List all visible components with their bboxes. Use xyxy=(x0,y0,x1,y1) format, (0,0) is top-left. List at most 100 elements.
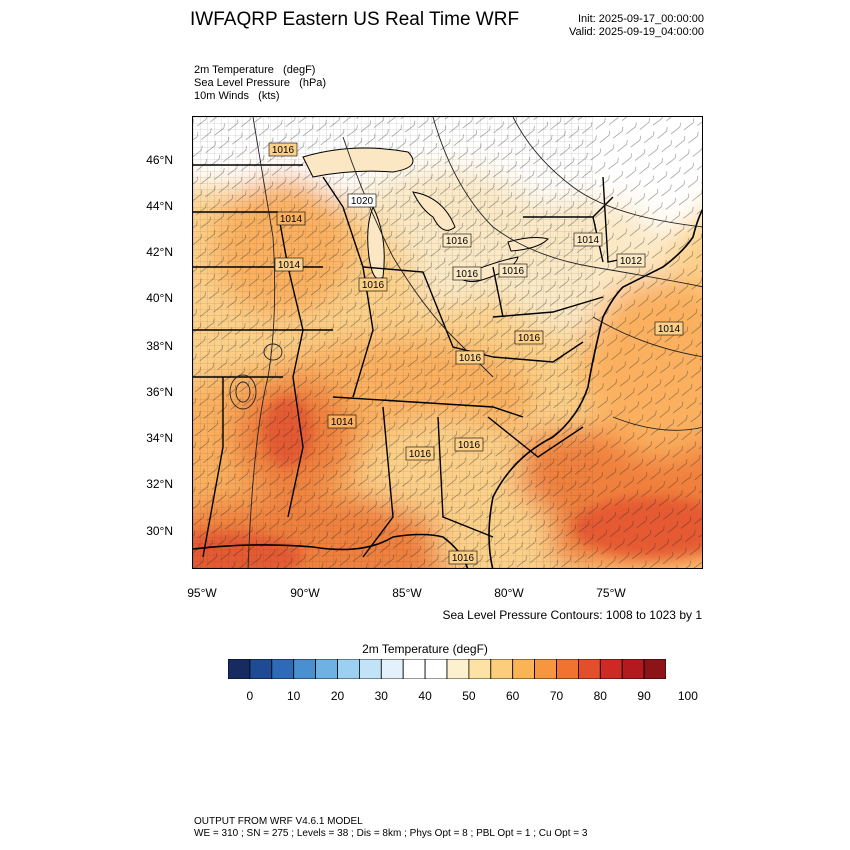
field-winds: 10m Winds (kts) xyxy=(194,90,280,102)
svg-text:1016: 1016 xyxy=(502,266,525,277)
model-version: OUTPUT FROM WRF V4.6.1 MODEL xyxy=(194,816,363,827)
colorbar-swatch xyxy=(621,659,645,679)
colorbar-tick-label: 60 xyxy=(506,689,520,703)
pressure-label: 1020 xyxy=(347,193,377,208)
lon-label: 85°W xyxy=(392,586,422,600)
colorbar-tick-label: 100 xyxy=(677,689,698,703)
pressure-label: 1014 xyxy=(327,414,357,429)
colorbar-tick-label: 10 xyxy=(287,689,301,703)
colorbar-swatch xyxy=(446,659,470,679)
coastline xyxy=(193,208,702,568)
pressure-label: 1014 xyxy=(654,321,684,336)
colorbar-swatch xyxy=(577,659,601,679)
colorbar-swatch xyxy=(556,659,579,679)
field-list: 2m Temperature (degF) Sea Level Pressure … xyxy=(194,64,326,103)
lon-label: 95°W xyxy=(187,586,217,600)
pressure-label: 1014 xyxy=(573,232,603,247)
svg-text:1016: 1016 xyxy=(458,440,481,451)
pressure-label: 1016 xyxy=(454,437,484,452)
colorbar-swatch xyxy=(271,659,295,679)
pressure-label: 1014 xyxy=(276,211,306,226)
svg-text:1016: 1016 xyxy=(518,333,541,344)
colorbar-swatch xyxy=(358,659,382,679)
lat-label: 32°N xyxy=(146,477,173,491)
lat-label: 38°N xyxy=(146,339,173,353)
lat-label: 30°N xyxy=(146,524,173,538)
pressure-label: 1016 xyxy=(405,446,435,461)
pressure-contour-note: Sea Level Pressure Contours: 1008 to 102… xyxy=(442,608,703,622)
pressure-label: 1014 xyxy=(274,257,304,272)
colorbar-swatch xyxy=(534,659,557,679)
colorbar-swatch xyxy=(643,659,666,679)
svg-text:1014: 1014 xyxy=(280,214,303,225)
lon-label: 80°W xyxy=(494,586,524,600)
wind-barbs xyxy=(193,117,702,568)
lon-label: 90°W xyxy=(290,586,320,600)
chart-title: IWFAQRP Eastern US Real Time WRF xyxy=(190,9,520,30)
pressure-label: 1016 xyxy=(268,142,298,157)
svg-text:1016: 1016 xyxy=(446,236,469,247)
colorbar-tick-label: 30 xyxy=(374,689,388,703)
svg-text:1012: 1012 xyxy=(620,256,643,267)
pressure-label: 1016 xyxy=(448,550,478,565)
colorbar-swatch xyxy=(490,659,514,679)
svg-text:1016: 1016 xyxy=(362,280,385,291)
svg-text:1014: 1014 xyxy=(278,260,301,271)
pressure-label: 1016 xyxy=(514,330,544,345)
colorbar-tick-label: 0 xyxy=(246,689,254,703)
colorbar-tick-label: 40 xyxy=(418,689,432,703)
svg-text:1014: 1014 xyxy=(331,417,354,428)
great-lakes xyxy=(302,147,549,283)
pressure-label: 1016 xyxy=(358,277,388,292)
svg-text:1016: 1016 xyxy=(459,353,482,364)
svg-text:1014: 1014 xyxy=(658,324,681,335)
valid-time: Valid: 2025-09-19_04:00:00 xyxy=(569,26,704,38)
field-pressure: Sea Level Pressure (hPa) xyxy=(194,77,327,89)
colorbar-tick-label: 50 xyxy=(462,689,476,703)
colorbar-swatch xyxy=(380,659,404,679)
colorbar-swatch xyxy=(228,659,251,679)
map-panel[interactable]: 1016 1020 1014 1014 1016 1016 1016 1016 … xyxy=(192,116,703,569)
lat-label: 34°N xyxy=(146,431,173,445)
pressure-label: 1016 xyxy=(498,263,528,278)
pressure-label: 1016 xyxy=(455,350,485,365)
map-svg: 1016 1020 1014 1014 1016 1016 1016 1016 … xyxy=(193,117,702,568)
svg-text:1016: 1016 xyxy=(456,269,479,280)
svg-text:1016: 1016 xyxy=(452,553,475,564)
colorbar-tick-label: 80 xyxy=(593,689,607,703)
lon-label: 75°W xyxy=(596,586,626,600)
colorbar-swatch xyxy=(599,659,623,679)
pressure-label: 1016 xyxy=(452,266,482,281)
lat-label: 44°N xyxy=(146,199,173,213)
model-info: OUTPUT FROM WRF V4.6.1 MODEL WE = 310 ; … xyxy=(194,816,587,840)
svg-text:1016: 1016 xyxy=(272,145,295,156)
svg-text:1016: 1016 xyxy=(409,449,432,460)
init-time: Init: 2025-09-17_00:00:00 xyxy=(578,13,704,25)
svg-text:1020: 1020 xyxy=(351,196,374,207)
state-borders xyxy=(193,164,634,558)
pressure-label-group: 1016 1020 1014 1014 1016 1016 1016 1016 … xyxy=(268,142,684,565)
colorbar xyxy=(228,659,666,679)
lat-label: 36°N xyxy=(146,385,173,399)
colorbar-tick-label: 70 xyxy=(549,689,564,703)
colorbar-swatch xyxy=(468,659,492,679)
colorbar-swatch xyxy=(315,659,338,679)
model-settings: WE = 310 ; SN = 275 ; Levels = 38 ; Dis … xyxy=(194,828,588,839)
colorbar-swatch xyxy=(424,659,448,679)
pressure-label: 1012 xyxy=(616,253,646,268)
init-valid-times: Init: 2025-09-17_00:00:00 Valid: 2025-09… xyxy=(569,13,704,39)
colorbar-swatch xyxy=(402,659,426,679)
svg-text:1014: 1014 xyxy=(577,235,600,246)
pressure-label: 1016 xyxy=(442,233,472,248)
colorbar-swatch xyxy=(512,659,536,679)
colorbar-tick-label: 90 xyxy=(637,689,651,703)
field-temperature: 2m Temperature (degF) xyxy=(194,64,316,76)
colorbar-tick-label: 20 xyxy=(330,689,345,703)
colorbar-title: 2m Temperature (degF) xyxy=(362,642,488,656)
colorbar-swatch xyxy=(249,659,273,679)
colorbar-swatch xyxy=(337,659,360,679)
lat-label: 42°N xyxy=(146,245,173,259)
colorbar-swatch xyxy=(293,659,316,679)
lat-label: 46°N xyxy=(146,153,173,167)
lat-label: 40°N xyxy=(146,291,173,305)
